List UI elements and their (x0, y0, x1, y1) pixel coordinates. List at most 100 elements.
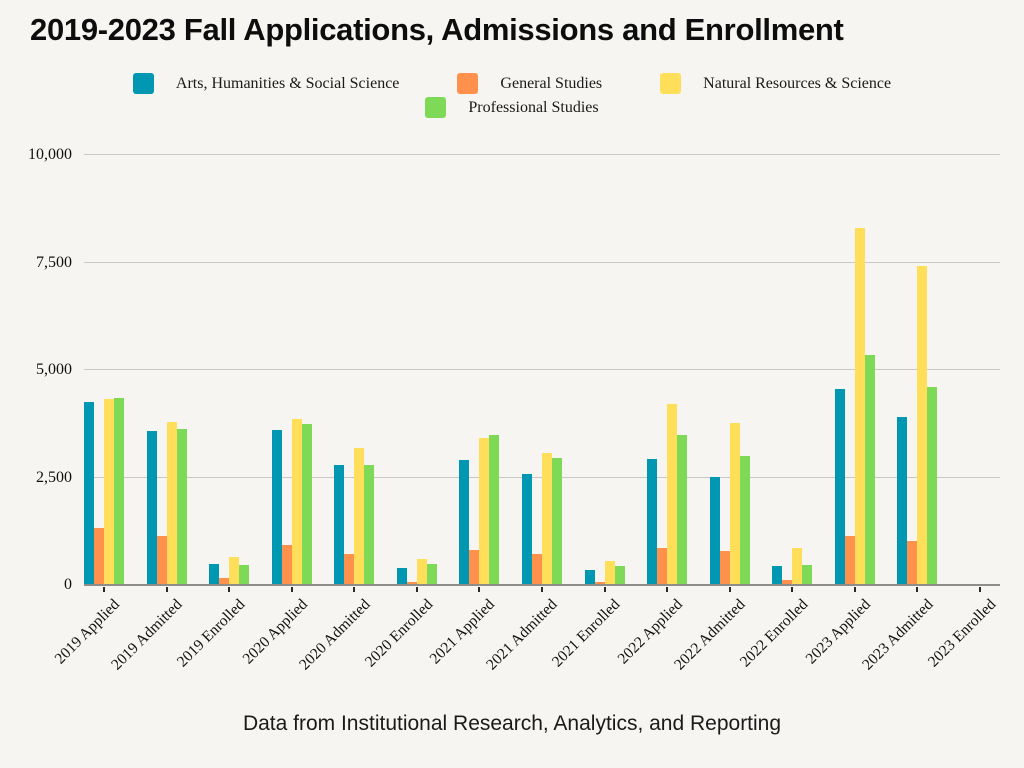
x-tick-mark (541, 587, 543, 592)
bar-professional-studies (301, 423, 312, 585)
bar-general-studies (219, 578, 230, 585)
gridline (84, 369, 1000, 370)
bar-natural-resources-science (416, 559, 427, 585)
bar-arts (146, 431, 157, 585)
bar-natural-resources-science (792, 547, 803, 585)
bar-group-2021-admitted (521, 155, 562, 585)
x-tick-label: 2022 Applied (614, 596, 687, 668)
bar-group-2022-enrolled (772, 155, 813, 585)
x-tick-mark (165, 587, 168, 592)
bar-group-2023-admitted (897, 155, 938, 585)
legend-item-label: Arts, Humanities & Social Science (175, 74, 400, 92)
bar-group-2020-enrolled (396, 155, 437, 585)
legend: Arts, Humanities & Social Science General… (62, 73, 962, 118)
bar-group-2023-applied (834, 155, 875, 585)
bar-general-studies (782, 579, 793, 585)
bar-group-2019-admitted (146, 155, 187, 585)
x-tick-label: 2020 Applied (239, 596, 311, 668)
x-tick-label: 2021 Enrolled (549, 596, 624, 671)
bar-natural-resources-science (667, 404, 678, 585)
x-tick-label: 2020 Admitted (295, 596, 374, 674)
bar-professional-studies (927, 386, 938, 585)
bar-group-2019-applied (84, 155, 124, 585)
bar-general-studies (531, 554, 542, 585)
bar-natural-resources-science (729, 422, 740, 585)
bar-natural-resources-science (354, 448, 365, 585)
bar-professional-studies (239, 564, 250, 585)
legend-item-2: General Studies (457, 73, 602, 94)
x-tick-label: 2022 Enrolled (736, 596, 812, 671)
bar-group-2022-applied (647, 155, 688, 585)
bar-professional-studies (489, 434, 500, 585)
bar-professional-studies (551, 457, 562, 585)
x-tick-mark (791, 587, 794, 592)
legend-swatch-icon (660, 73, 682, 94)
x-tick-mark (353, 587, 356, 592)
legend-item-1: Arts, Humanities & Social Science (132, 73, 400, 94)
bar-professional-studies (364, 464, 375, 585)
bar-group-2020-applied (271, 155, 312, 585)
x-tick-label: 2019 Enrolled (173, 596, 249, 671)
x-tick-label: 2021 Applied (427, 596, 499, 668)
x-tick-mark (979, 587, 981, 592)
bar-arts (84, 402, 94, 585)
legend-item-4: Professional Studies (425, 97, 599, 118)
bar-natural-resources-science (229, 556, 240, 585)
legend-item-label: General Studies (500, 74, 603, 92)
y-tick-label: 10,000 (28, 146, 72, 163)
y-axis-labels: 0 2,500 5,000 7,500 10,000 (0, 146, 72, 593)
bar-professional-studies (677, 434, 688, 585)
x-tick-mark (728, 587, 731, 592)
x-tick-mark (666, 587, 669, 592)
bar-arts (271, 430, 282, 585)
bar-professional-studies (864, 355, 875, 585)
bar-general-studies (844, 535, 855, 585)
x-tick-mark (603, 587, 606, 592)
x-tick-mark (228, 587, 231, 592)
bar-arts (521, 474, 532, 585)
bar-arts (772, 566, 783, 585)
bar-professional-studies (802, 564, 813, 585)
bar-natural-resources-science (104, 399, 114, 585)
bar-professional-studies (114, 397, 124, 585)
bar-arts (834, 389, 845, 585)
bar-group-2019-enrolled (209, 155, 250, 585)
x-tick-label: 2023 Admitted (858, 596, 937, 674)
legend-item-label: Professional Studies (468, 98, 599, 116)
bar-group-2023-enrolled (960, 155, 1000, 585)
bar-natural-resources-science (166, 422, 177, 585)
x-tick-mark (290, 587, 293, 592)
bar-group-2022-admitted (709, 155, 750, 585)
x-tick-label: 2019 Applied (51, 596, 124, 668)
legend-item-label: Natural Resources & Science (703, 74, 892, 92)
x-axis-line (84, 584, 1000, 586)
x-tick-mark (103, 587, 105, 592)
bar-arts (584, 569, 595, 585)
bar-general-studies (594, 582, 605, 585)
x-tick-mark (853, 587, 856, 592)
bar-professional-studies (426, 564, 437, 585)
chart-title: 2019-2023 Fall Applications, Admissions … (30, 12, 844, 47)
bar-arts (897, 416, 908, 585)
bar-natural-resources-science (854, 228, 865, 585)
bar-natural-resources-science (291, 418, 302, 585)
bar-general-studies (469, 550, 480, 585)
bar-arts (459, 460, 470, 585)
bar-group-2021-applied (459, 155, 500, 585)
x-tick-label: 2023 Applied (802, 596, 874, 668)
bar-arts (334, 465, 345, 585)
bar-group-2020-admitted (334, 155, 375, 585)
x-tick-label: 2021 Admitted (483, 596, 562, 674)
bar-natural-resources-science (604, 561, 615, 585)
x-tick-label: 2020 Enrolled (361, 596, 436, 671)
bar-group-2021-enrolled (584, 155, 625, 585)
bar-general-studies (156, 535, 167, 585)
gridline (84, 154, 1000, 155)
bar-natural-resources-science (917, 265, 928, 585)
bar-natural-resources-science (541, 452, 552, 585)
bar-arts (209, 563, 220, 585)
legend-swatch-icon (132, 73, 154, 94)
bar-professional-studies (176, 428, 187, 585)
bar-arts (396, 567, 407, 585)
